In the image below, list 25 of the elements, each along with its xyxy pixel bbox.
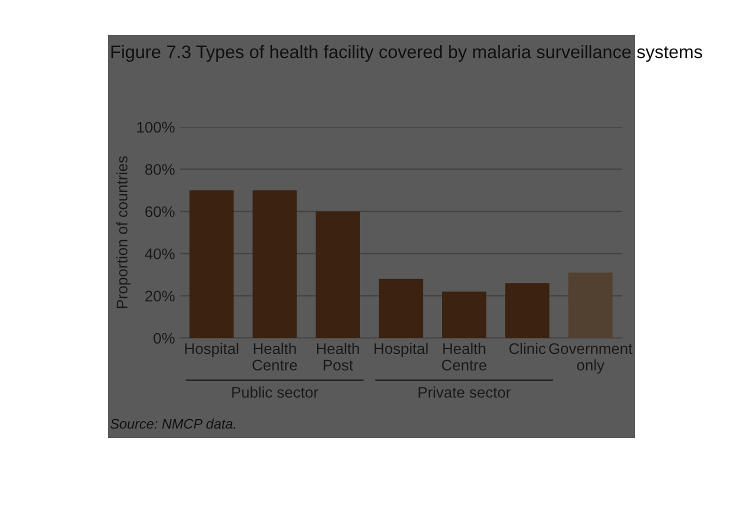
source-note: Source: NMCP data. bbox=[110, 418, 236, 429]
y-tick-label: 80% bbox=[145, 164, 175, 175]
x-tick-label: Health Post bbox=[317, 342, 359, 371]
x-tick-label: Health Centre bbox=[252, 342, 297, 371]
x-tick-label: Clinic bbox=[509, 342, 546, 354]
y-tick-label: 60% bbox=[145, 206, 175, 218]
bar bbox=[316, 211, 360, 338]
bar bbox=[442, 292, 486, 338]
x-tick-label: Health Centre bbox=[442, 342, 486, 371]
y-tick-label: 0% bbox=[154, 332, 175, 344]
chart-title: Figure 7.3 Types of health facility covered by malaria surveillance systems bbox=[111, 45, 702, 62]
bar bbox=[378, 278, 424, 338]
text: Private sector bbox=[418, 386, 511, 398]
bar bbox=[505, 283, 550, 338]
x-tick-label: Government only bbox=[549, 343, 632, 374]
x-tick-label: Hospital bbox=[374, 342, 428, 358]
bar bbox=[568, 272, 613, 338]
x-tick-label: Hospital bbox=[185, 342, 238, 358]
y-tick-label: 100% bbox=[137, 122, 175, 133]
bar bbox=[252, 190, 297, 338]
y-tick-label: 40% bbox=[144, 248, 175, 260]
text: Public sector bbox=[232, 386, 318, 398]
bar bbox=[189, 190, 234, 338]
y-tick-label: 20% bbox=[145, 290, 175, 302]
y-axis-title: Proportion of countries bbox=[116, 156, 131, 308]
